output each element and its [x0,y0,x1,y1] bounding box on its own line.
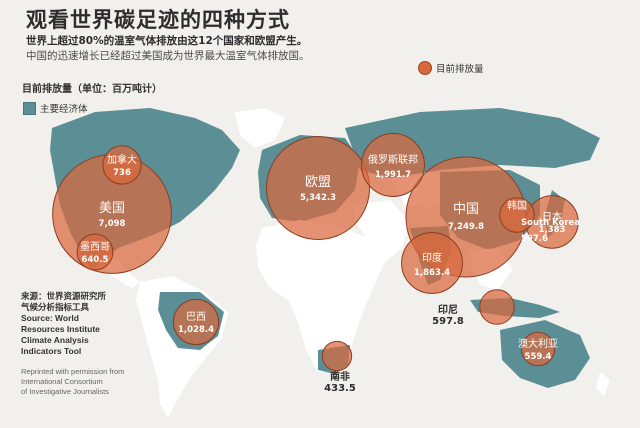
bubble-name-label: 巴西 [186,311,206,323]
bubble-俄罗斯联邦 [361,133,425,197]
bubble-印度 [401,232,463,294]
bubble-value-label: 736 [113,168,131,178]
source-line: 气候分析指标工具 [21,302,90,312]
source-line: Source: World [21,313,79,323]
credit-line: International Consortium [21,377,103,386]
bubble-印尼 [479,289,515,325]
bubble-value-label: 597.6 [521,234,548,244]
bubble-name-label: 日本 [542,210,562,223]
bubble-加拿大 [102,145,142,185]
bubble-巴西 [172,298,220,346]
economies-legend-swatch [23,102,36,115]
source-line: Climate Analysis [21,335,89,345]
bubble-value-label: 7,249.8 [448,222,484,232]
bubble-value-label: 5,342.3 [300,193,336,203]
subtitle-secondary: 中国的迅速增长已经超过美国成为世界最大温室气体排放国。 [26,50,310,62]
source-note: 来源：世界资源研究所 气候分析指标工具 Source: World Resour… [21,291,151,357]
emission-legend-label: 目前排放量 [436,64,484,75]
credit-note: Reprinted with permission from Internati… [21,367,171,397]
land-new-zealand [596,372,610,396]
indonesia-value: 597.8 [432,316,464,327]
emission-bubbles: 美国 7,098 加拿大 736 墨西哥 640.5 巴西 1,028.4 欧盟 5,342.3 俄… [52,133,580,372]
land-greenland [235,108,285,148]
emission-legend-circle [418,61,432,75]
bubble-韩国 [499,197,535,233]
credit-line: of Investigative Journalists [21,387,109,396]
source-line: Resources Institute [21,324,100,334]
indonesia-name: 印尼 [438,305,458,316]
land-middle-east [355,200,410,262]
subtitle: 世界上超过80%的温室气体排放由这12个国家和欧盟产生。 [26,35,308,47]
source-line: Indicators Tool [21,346,82,356]
units-label: 目前排放量（单位：百万吨计） [22,84,162,95]
south-africa-label: 南非 433.5 [320,372,360,394]
source-line: 来源：世界资源研究所 [21,291,107,301]
indonesia-label: 印尼 597.8 [428,305,468,327]
economies-legend-label: 主要经济体 [40,104,88,115]
bubble-value-label: 1,383 [539,225,566,235]
bubble-墨西哥 [76,233,114,271]
land-africa [256,220,385,372]
bubble-name-label: 欧盟 [305,175,331,190]
bubble-name-label: 中国 [453,202,479,217]
bubble-value-label: 1,863.4 [414,268,450,278]
page-title: 观看世界碳足迹的四种方式 [26,8,290,32]
credit-line: Reprinted with permission from [21,367,125,376]
bubble-欧盟 [265,135,371,241]
bubble-value-label: 7,098 [99,219,126,229]
bubble-value-label: 1,028.4 [178,325,214,335]
south-africa-value: 433.5 [324,383,356,394]
bubble-name-label: 澳大利亚 [518,337,558,350]
bubble-澳大利亚 [520,331,556,367]
bubble-name-label: 加拿大 [107,153,137,166]
bubble-南非 [321,340,353,372]
bubble-name-label: 韩国 [507,199,527,212]
bubble-name-label: 墨西哥 [80,241,110,253]
bubble-value-label: 640.5 [82,255,109,265]
bubble-name-label: 印度 [422,251,442,264]
bubble-value-label: 1,991.7 [375,170,411,180]
bubble-value-label: 559.4 [525,352,552,362]
south-africa-name: 南非 [330,372,350,383]
bubble-name-en-label: South Korea [521,218,580,228]
bubble-name-label: 俄罗斯联邦 [368,153,418,166]
bubble-name-label: 美国 [99,201,125,216]
